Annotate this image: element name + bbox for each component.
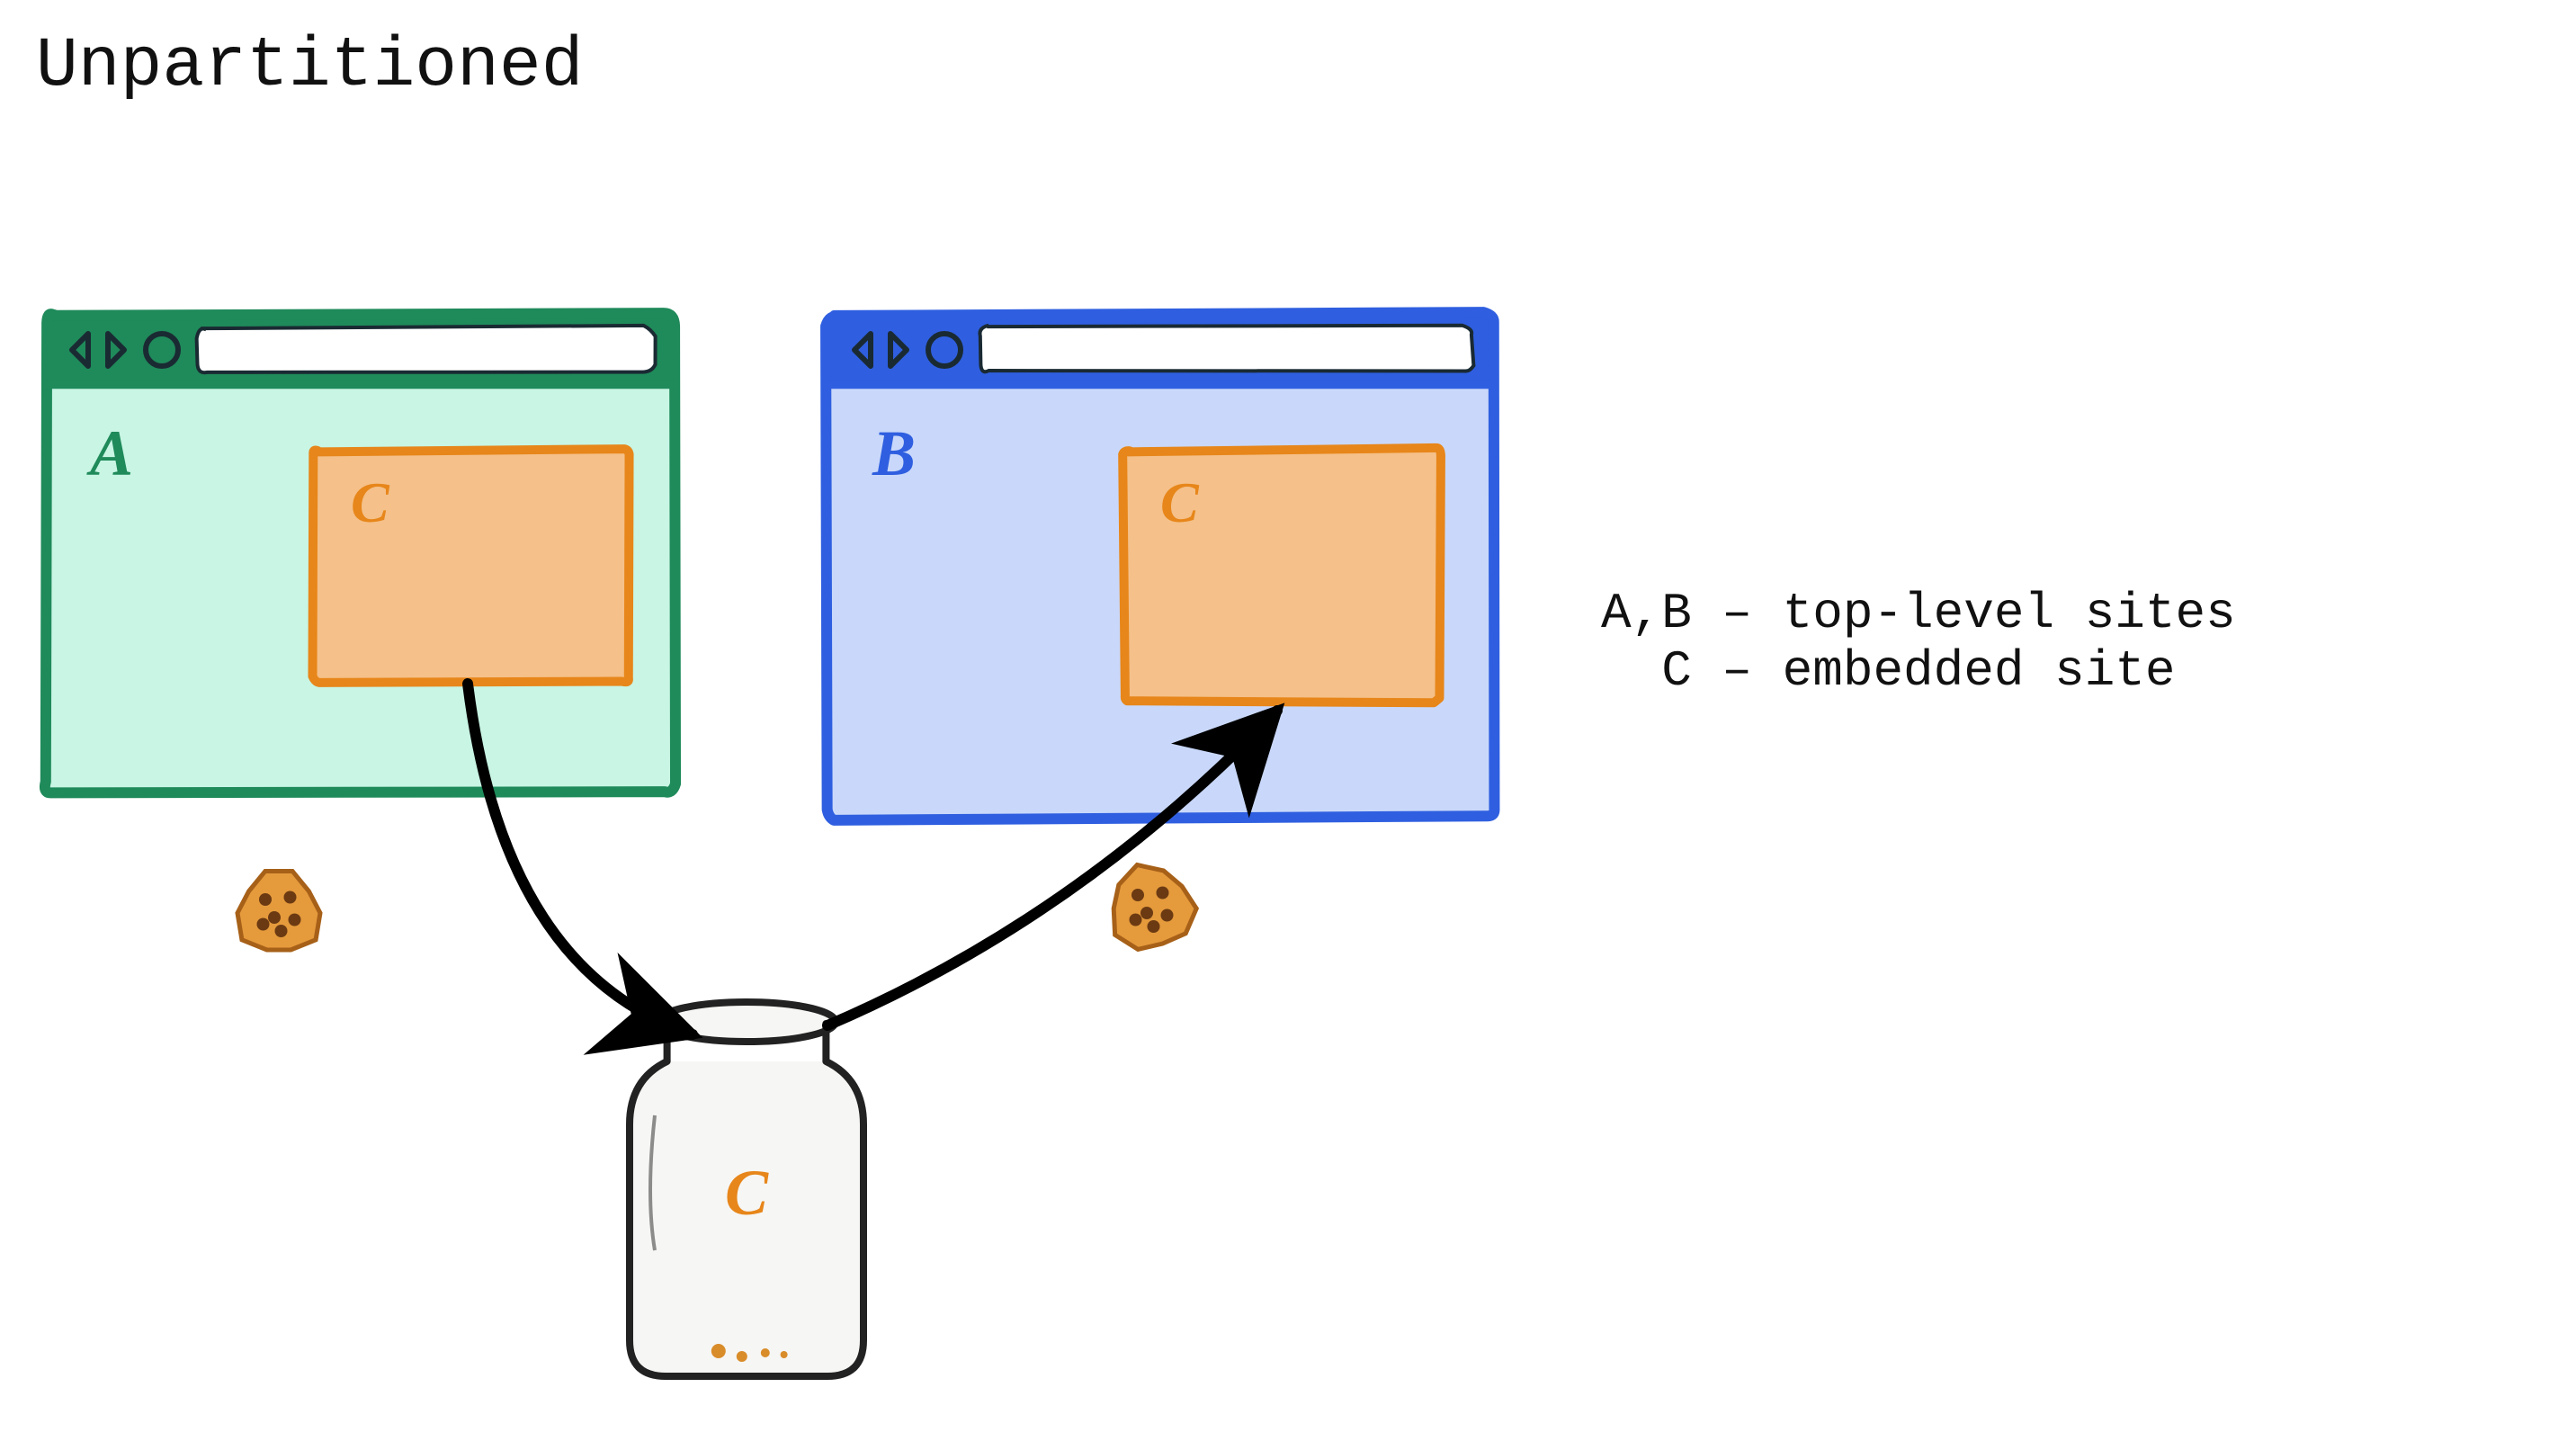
cookie-icons	[0, 0, 2576, 1450]
cookie-icon	[1114, 865, 1196, 950]
cookie-icon	[237, 871, 320, 949]
